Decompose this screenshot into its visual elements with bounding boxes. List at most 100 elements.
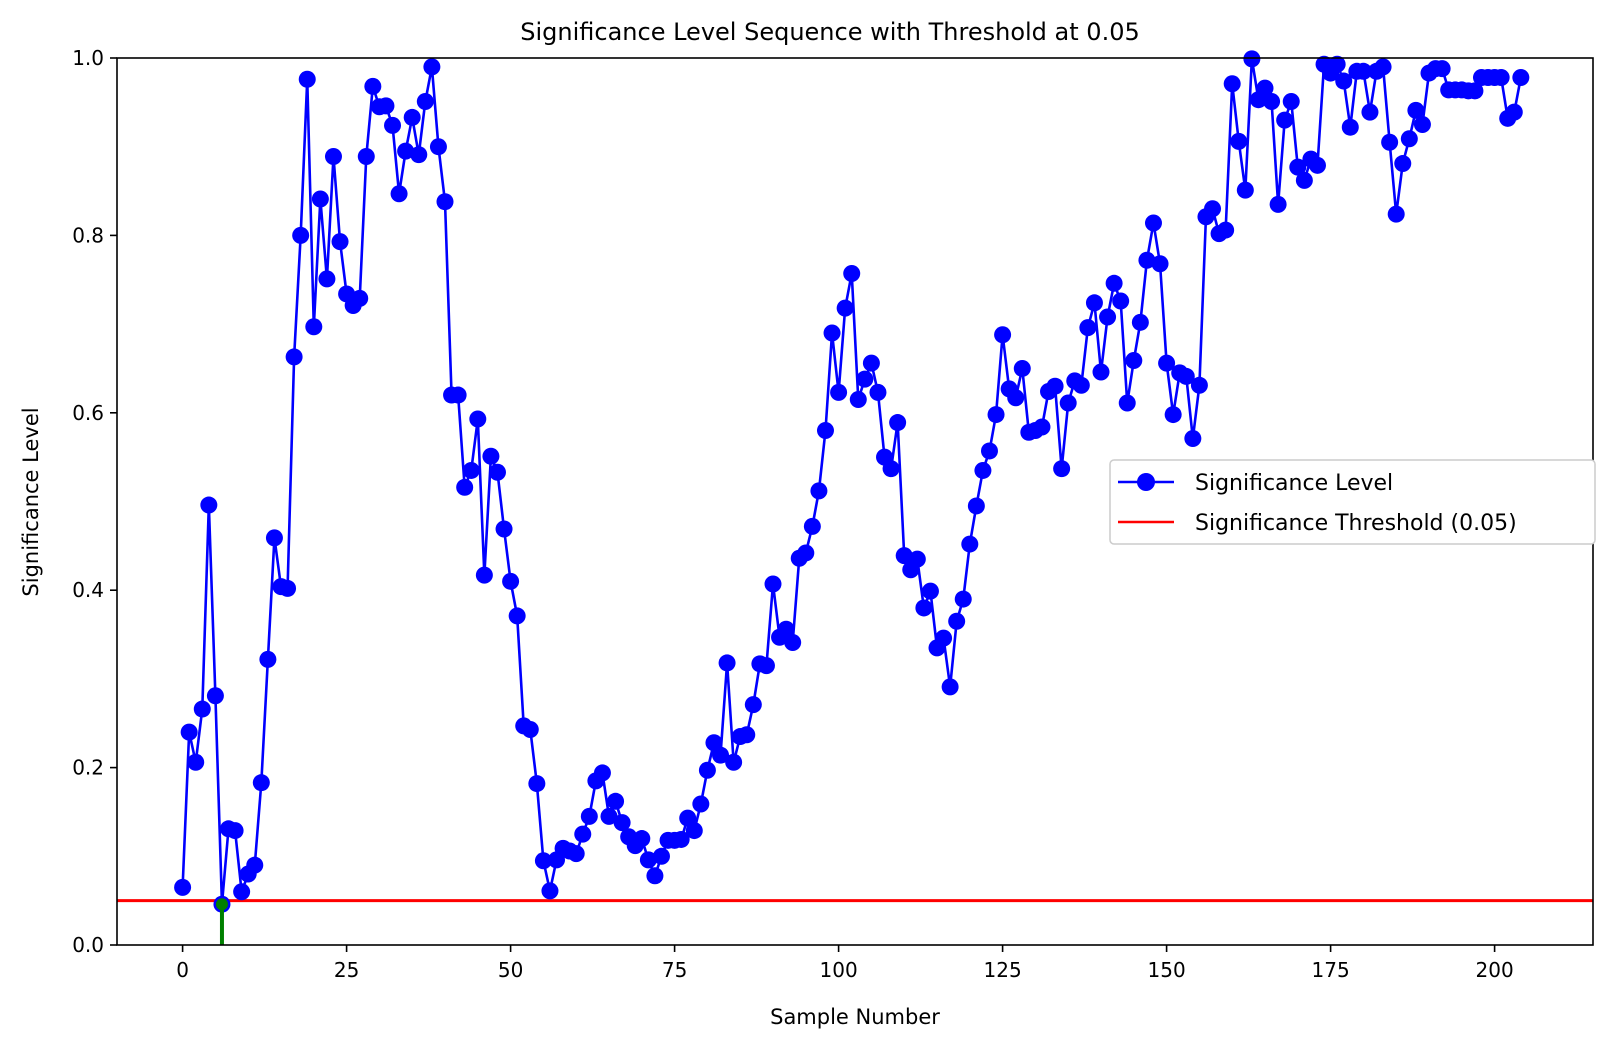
data-point (1131, 313, 1149, 331)
data-point (305, 318, 323, 336)
data-point (1308, 156, 1326, 174)
data-point (712, 746, 730, 764)
data-point (738, 726, 756, 744)
highlight-point (215, 898, 228, 911)
data-point (1007, 389, 1025, 407)
x-tick-label: 100 (820, 958, 858, 982)
legend-series-marker (1137, 473, 1155, 491)
data-point (226, 822, 244, 840)
data-point (607, 792, 625, 810)
y-tick-label: 0.0 (72, 933, 104, 957)
data-point (830, 383, 848, 401)
data-point (948, 612, 966, 630)
data-point (1492, 69, 1510, 87)
data-point (725, 753, 743, 771)
data-point (1033, 418, 1051, 436)
data-point (1138, 251, 1156, 269)
data-point (292, 226, 310, 244)
data-point (351, 289, 369, 307)
data-point (698, 761, 716, 779)
data-point (508, 607, 526, 625)
data-point (187, 753, 205, 771)
data-point (1144, 214, 1162, 232)
data-point (377, 97, 395, 115)
data-point (1223, 75, 1241, 93)
data-point (941, 678, 959, 696)
data-point (1177, 367, 1195, 385)
data-point (1381, 133, 1399, 151)
data-point (1151, 255, 1169, 273)
data-point (613, 814, 631, 832)
chart-title: Significance Level Sequence with Thresho… (520, 18, 1139, 46)
data-point (279, 579, 297, 597)
x-tick-label: 200 (1476, 958, 1514, 982)
data-point (843, 265, 861, 283)
data-point (652, 847, 670, 865)
data-point (810, 482, 828, 500)
data-point (1269, 195, 1287, 213)
plot-area (117, 50, 1593, 945)
data-point (1433, 60, 1451, 78)
data-point (1387, 205, 1405, 223)
data-point (534, 852, 552, 870)
data-point (403, 108, 421, 126)
data-point (1354, 62, 1372, 80)
data-point (1276, 111, 1294, 129)
data-point (803, 517, 821, 535)
data-point (311, 190, 329, 208)
data-point (1046, 377, 1064, 395)
data-point (397, 142, 415, 160)
data-point (298, 70, 316, 88)
y-tick-label: 0.2 (72, 756, 104, 780)
data-point (495, 520, 513, 538)
y-tick-label: 1.0 (72, 46, 104, 70)
data-point (718, 654, 736, 672)
data-point (639, 851, 657, 869)
y-tick-label: 0.8 (72, 223, 104, 247)
data-point (646, 867, 664, 885)
data-point (869, 383, 887, 401)
data-point (633, 830, 651, 848)
data-point (180, 723, 198, 741)
legend: Significance Level Significance Threshol… (1109, 459, 1596, 545)
data-point (994, 326, 1012, 344)
data-point (797, 544, 815, 562)
legend-threshold-label: Significance Threshold (0.05) (1195, 511, 1517, 536)
series-layer (174, 50, 1530, 913)
data-point (246, 856, 264, 874)
data-point (429, 138, 447, 156)
data-point (285, 348, 303, 366)
data-point (1394, 155, 1412, 173)
data-point (1112, 292, 1130, 310)
data-point (908, 550, 926, 568)
data-point (600, 807, 618, 825)
data-point (1217, 221, 1235, 239)
data-point (567, 845, 585, 863)
data-point (1466, 82, 1484, 100)
data-point (259, 650, 277, 668)
data-point (593, 764, 611, 782)
data-point (777, 620, 795, 638)
y-tick-label: 0.4 (72, 578, 104, 602)
data-point (961, 535, 979, 553)
data-point (1072, 376, 1090, 394)
y-tick-label: 0.6 (72, 401, 104, 425)
data-point (502, 572, 520, 590)
data-point (331, 233, 349, 251)
data-point (193, 700, 211, 718)
data-point (1289, 158, 1307, 176)
data-point (318, 270, 336, 288)
data-point (1158, 354, 1176, 372)
data-point (1341, 118, 1359, 136)
data-point (1105, 274, 1123, 292)
data-point (862, 354, 880, 372)
data-point (744, 696, 762, 714)
highlight-layer (215, 898, 228, 945)
data-point (823, 324, 841, 342)
data-point (954, 590, 972, 608)
data-point (685, 822, 703, 840)
x-tick-label: 50 (498, 958, 523, 982)
legend-series-label: Significance Level (1195, 471, 1393, 496)
data-point (469, 410, 487, 428)
data-point (475, 566, 493, 584)
